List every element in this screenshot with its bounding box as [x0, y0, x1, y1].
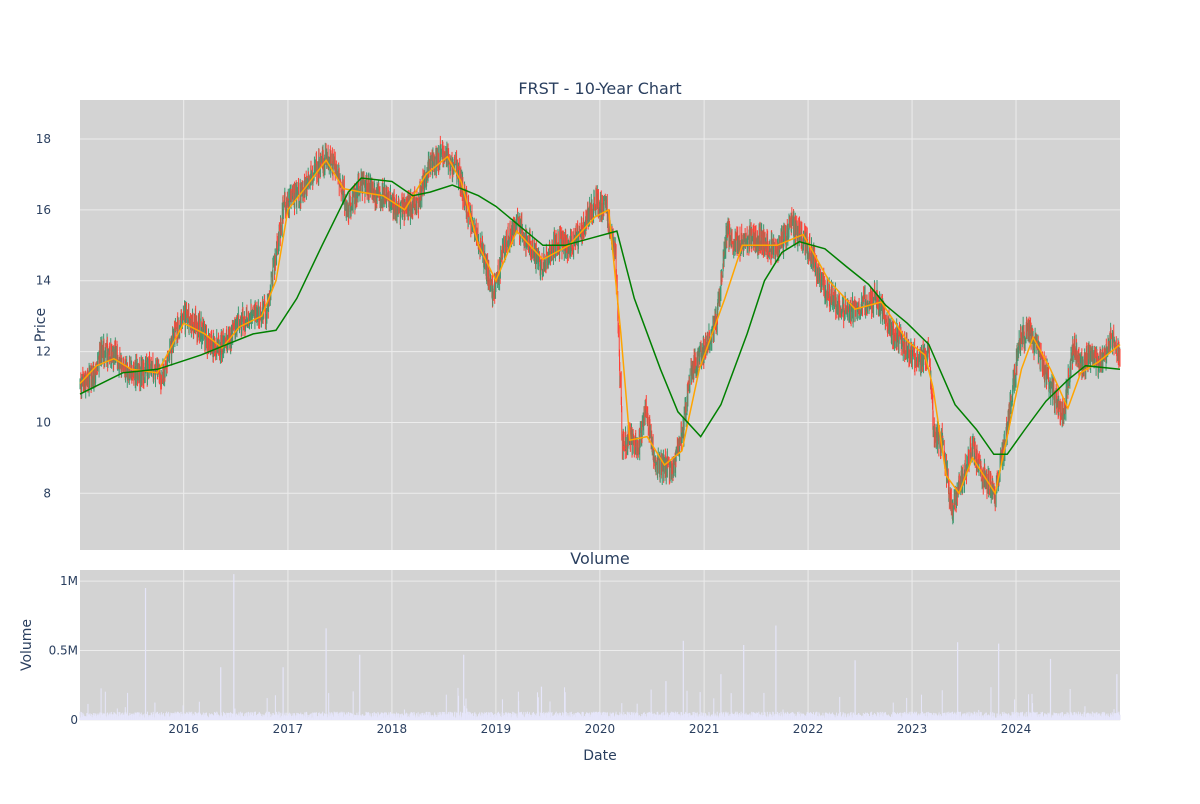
chart-root: 81012141618 00.5M1M 20162017201820192020…: [0, 0, 1200, 800]
stock-chart: 81012141618 00.5M1M 20162017201820192020…: [0, 0, 1200, 800]
